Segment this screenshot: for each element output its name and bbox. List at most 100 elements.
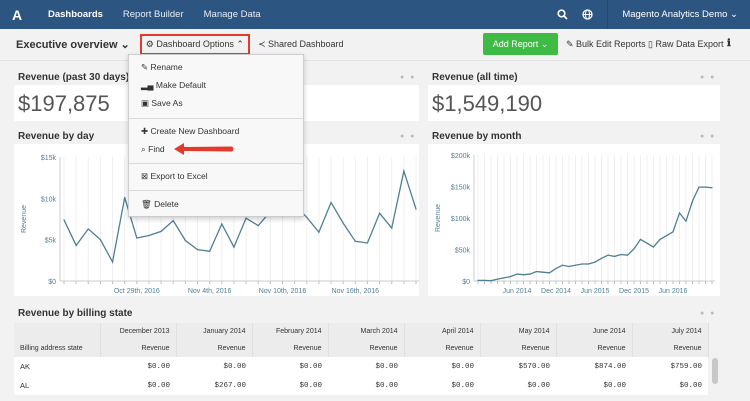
menu-divider [129, 163, 303, 164]
column-header-revenue[interactable]: Revenue [632, 340, 709, 357]
card-info-gear-icon[interactable]: ● ● [400, 74, 417, 81]
data-point [672, 231, 674, 233]
nav-manage-data[interactable]: Manage Data [203, 9, 261, 20]
revenue-cell: $0.00 [328, 376, 404, 395]
data-point [639, 238, 642, 241]
globe-icon[interactable] [582, 9, 593, 20]
state-cell: AK [14, 357, 100, 376]
data-point [652, 246, 655, 248]
revenue-cell: $0.00 [404, 376, 480, 395]
x-tick-label: Nov 10th, 2016 [259, 288, 307, 295]
revenue-cell: $0.00 [252, 357, 328, 376]
column-header-revenue[interactable]: Revenue [176, 340, 253, 357]
column-header-revenue[interactable]: Revenue [252, 340, 329, 357]
revenue-cell: $0.00 [328, 357, 404, 376]
column-header-state[interactable]: Billing address state [14, 340, 101, 357]
revenue-cell: $0.00 [632, 376, 708, 395]
data-point [209, 250, 211, 252]
card-info-gear-icon[interactable]: ● ● [700, 310, 717, 317]
data-point [366, 242, 369, 244]
data-point [221, 223, 223, 225]
column-header-revenue[interactable]: Revenue [404, 340, 481, 357]
column-header-revenue[interactable]: Revenue [328, 340, 405, 357]
bulk-edit-reports-link[interactable]: ✎ Bulk Edit Reports [566, 39, 646, 49]
account-menu[interactable]: Magento Analytics Demo ⌄ [622, 9, 738, 20]
data-point [124, 196, 126, 199]
billing-state-table: December 2013 January 2014 February 2014 Ma… [14, 323, 709, 395]
y-tick-label: $150k [451, 185, 471, 192]
column-group-header: January 2014 [176, 323, 253, 340]
y-tick-label: $0 [462, 279, 470, 286]
card-title-bymonth: Revenue by month [432, 131, 522, 142]
search-icon[interactable] [557, 9, 568, 20]
menu-item-find[interactable]: ⌕ Find [141, 144, 165, 154]
card-title-billing: Revenue by billing state [18, 308, 133, 319]
card-info-gear-icon[interactable]: ● ● [700, 74, 717, 81]
state-cell: AL [14, 376, 100, 395]
series-line [63, 168, 417, 264]
y-axis-label: Revenue [21, 205, 28, 233]
revenue-cell: $0.00 [176, 357, 252, 376]
data-point [196, 248, 199, 251]
menu-item-export-to-excel[interactable]: ⊠ Export to Excel [141, 171, 208, 181]
data-point [111, 261, 114, 263]
menu-item-create-new-dashboard[interactable]: ✚ Create New Dashboard [141, 126, 240, 136]
menu-item-delete[interactable]: 🗑 Delete [141, 199, 179, 209]
table-group-header-row: December 2013 January 2014 February 2014 Ma… [14, 323, 709, 340]
add-report-button[interactable]: Add Report ⌄ [483, 33, 558, 55]
data-point [318, 231, 320, 233]
data-point [698, 186, 700, 188]
column-header-revenue[interactable]: Revenue [480, 340, 557, 357]
column-header-revenue[interactable]: Revenue [100, 340, 177, 357]
data-point [646, 242, 648, 244]
revenue-cell: $0.00 [100, 357, 176, 376]
nav-report-builder[interactable]: Report Builder [122, 9, 184, 20]
data-point [148, 234, 150, 237]
y-tick-label: $5k [45, 238, 57, 245]
table-scrollbar[interactable] [712, 358, 718, 384]
nav-dashboards[interactable]: Dashboards [48, 9, 103, 20]
column-header-revenue[interactable]: Revenue [556, 340, 633, 357]
x-tick-label: Nov 16th, 2016 [332, 288, 380, 295]
data-point [503, 277, 505, 279]
data-point [415, 208, 417, 210]
revenue-cell: $874.00 [556, 357, 632, 376]
y-tick-label: $10k [41, 196, 57, 203]
data-point [184, 239, 186, 242]
dashboard-selector[interactable]: Executive overview ⌄ [16, 39, 130, 51]
column-group-header: May 2014 [480, 323, 557, 340]
data-point [535, 270, 538, 273]
y-tick-label: $100k [451, 216, 471, 223]
raw-data-export-link[interactable]: ▯ Raw Data Export [648, 39, 724, 49]
revenue-cell: $0.00 [404, 357, 480, 376]
data-point [555, 267, 557, 269]
y-axis-label: Revenue [435, 204, 442, 232]
data-point [306, 216, 308, 218]
adobe-logo[interactable]: A [12, 6, 23, 23]
menu-item-rename[interactable]: ✎ Rename [141, 62, 183, 72]
data-point [691, 200, 694, 202]
data-point [136, 237, 138, 239]
revenue-cell: $0.00 [252, 376, 328, 395]
info-icon[interactable]: ℹ [727, 38, 731, 49]
table-row: AK $0.00 $0.00 $0.00 $0.00 $0.00 $570.00 $874.0… [14, 357, 708, 376]
revenue-cell: $0.00 [480, 376, 556, 395]
column-group-header: June 2014 [556, 323, 633, 340]
data-point [711, 187, 713, 189]
menu-item-save-as[interactable]: ▣ Save As [141, 98, 183, 108]
card-title-byday: Revenue by day [18, 131, 95, 142]
card-info-gear-icon[interactable]: ● ● [400, 133, 417, 140]
y-tick-label: $0 [48, 279, 56, 286]
data-point [403, 170, 405, 172]
shared-dashboard-link[interactable]: ≺ Shared Dashboard [257, 39, 344, 49]
data-point [257, 225, 259, 227]
x-tick-label: Oct 29th, 2016 [114, 288, 160, 295]
dashboard-options-button[interactable]: ⚙ Dashboard Options ⌃ [139, 34, 250, 55]
data-point [99, 239, 102, 241]
data-point [75, 244, 77, 247]
data-point [587, 263, 590, 265]
menu-item-make-default[interactable]: ▂▄ Make Default [141, 80, 206, 90]
x-tick-label: Dec 2014 [541, 288, 571, 295]
card-info-gear-icon[interactable]: ● ● [700, 133, 717, 140]
data-point [483, 279, 486, 281]
